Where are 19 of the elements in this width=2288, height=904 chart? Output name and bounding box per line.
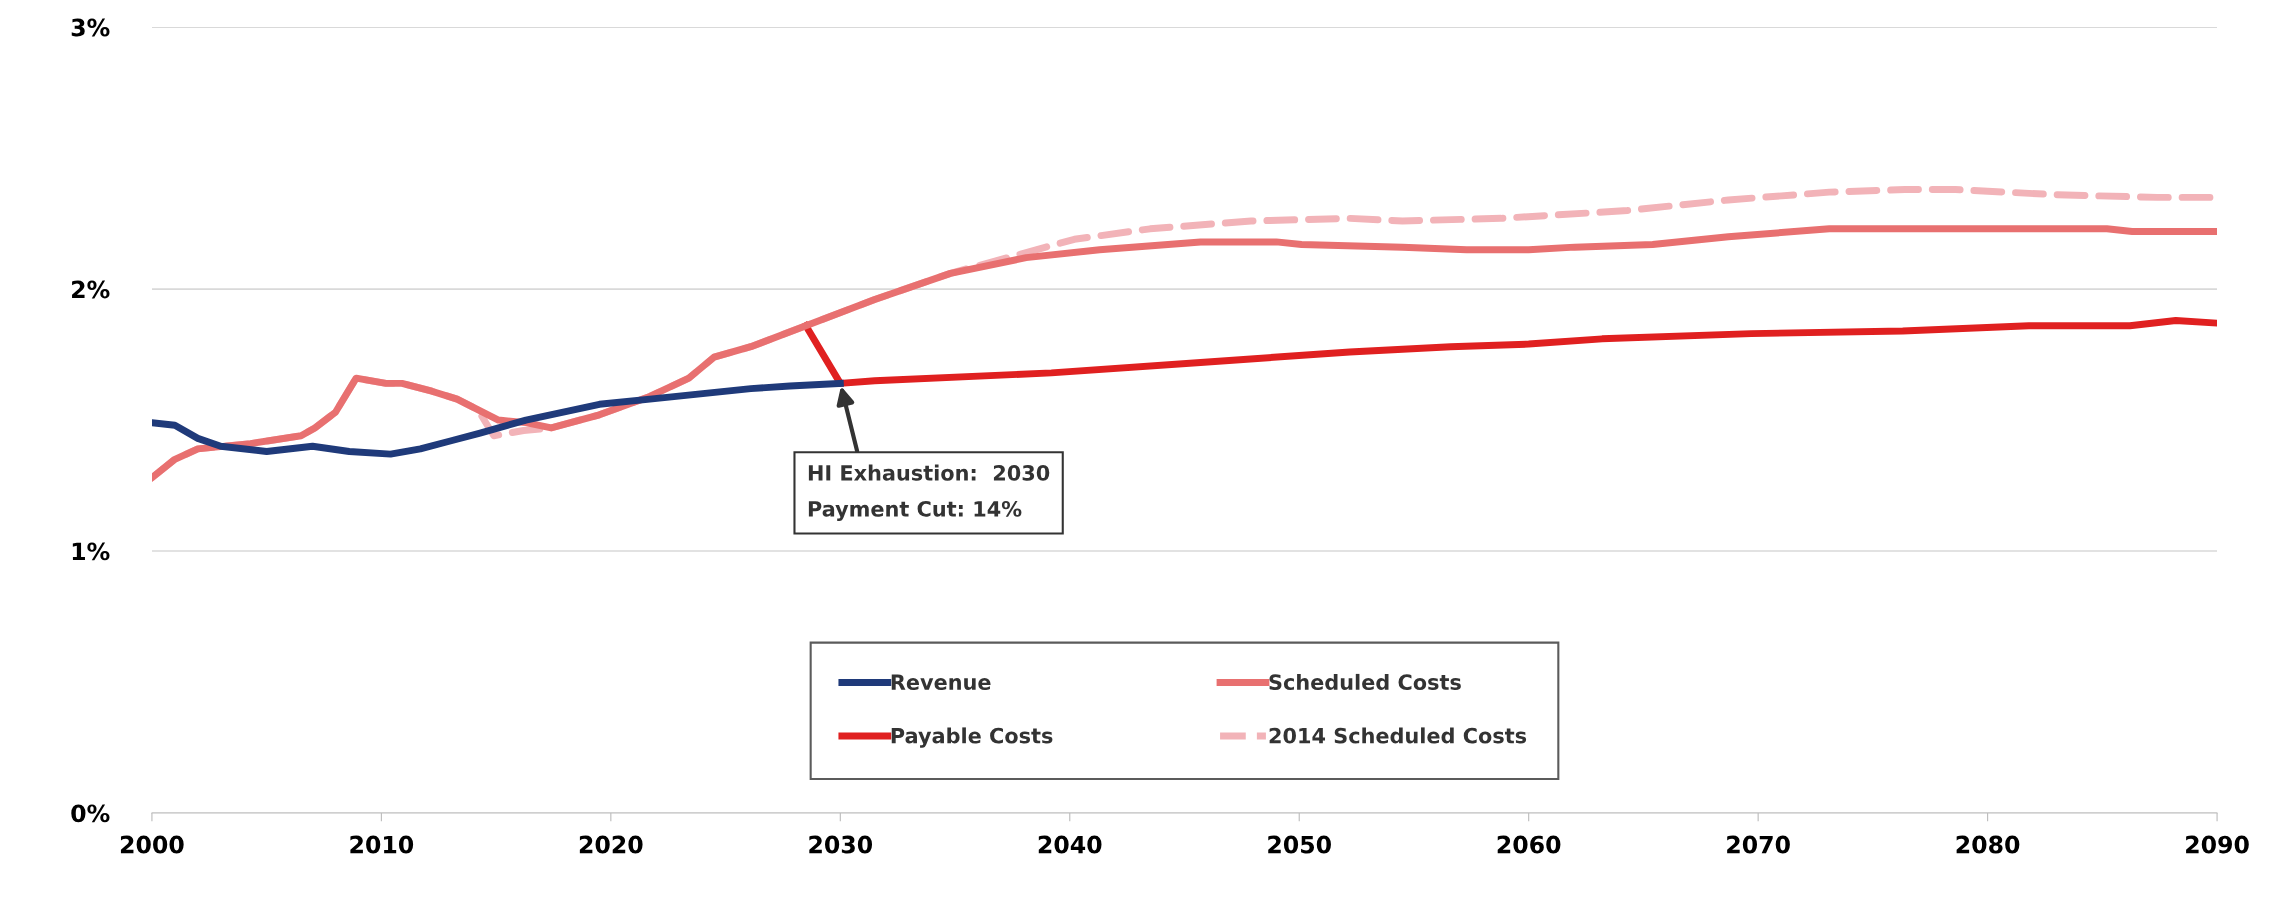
legend-label: Revenue — [891, 674, 991, 691]
legend-label: Scheduled Costs — [1269, 673, 1461, 691]
annotation: HI Exhaustion: 2030 Payment Cut: 14% — [808, 464, 1050, 521]
y-tick-label: 1% — [72, 542, 110, 561]
x-tick-label: 2040 — [1038, 835, 1102, 854]
x-tick-label: 2000 — [120, 835, 184, 854]
legend-label: 2014 Scheduled Costs — [1269, 727, 1527, 744]
x-tick-label: 2070 — [1727, 835, 1790, 854]
x-tick-label: 2090 — [2186, 835, 2249, 854]
x-tick-label: 2030 — [809, 835, 873, 854]
x-tick-label: 2080 — [1956, 835, 2020, 854]
y-tick-label: 2% — [72, 280, 110, 299]
x-tick-label: 2050 — [1268, 835, 1331, 854]
y-tick-label: 3% — [71, 18, 110, 37]
x-tick-label: 2010 — [350, 835, 414, 854]
y-tick-label: 0% — [71, 804, 110, 823]
x-tick-label: 2060 — [1497, 835, 1561, 854]
legend-label: Payable Costs — [891, 727, 1053, 748]
x-tick-label: 2020 — [579, 835, 643, 854]
